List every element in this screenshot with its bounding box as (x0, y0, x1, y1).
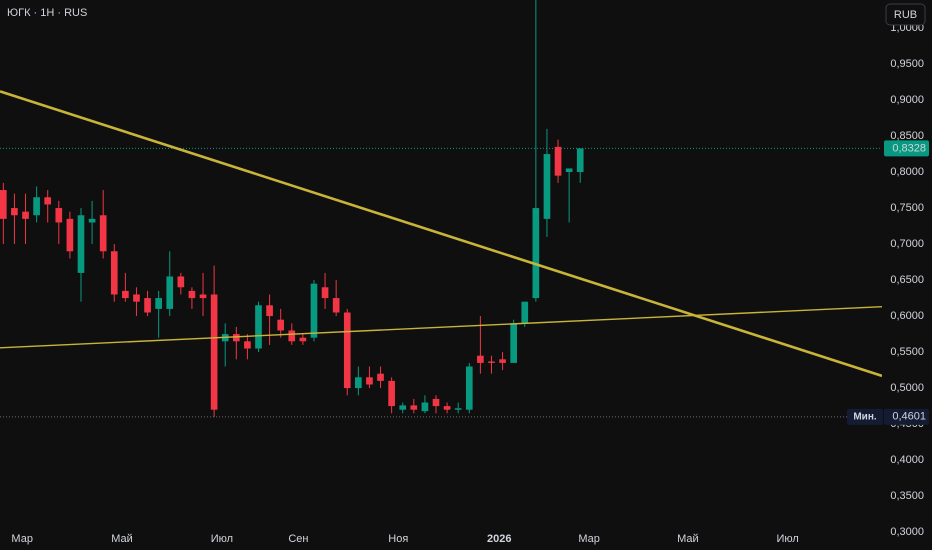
candle-body (299, 337, 307, 342)
candle-body (399, 405, 407, 410)
candle-body (144, 298, 151, 313)
candle-body (11, 208, 18, 216)
candle-body (155, 298, 162, 309)
candle-body (166, 276, 174, 309)
candle-body (199, 294, 207, 299)
y-tick-label: 0,3500 (890, 490, 924, 502)
candle-body (55, 208, 63, 223)
x-tick-label: Мар (578, 533, 600, 545)
candle-body (77, 215, 85, 273)
candle-body (355, 377, 362, 389)
candle-body (554, 146, 562, 176)
candle-body (266, 305, 273, 317)
candle-body (177, 276, 185, 288)
x-tick-label: Мар (11, 533, 33, 545)
candle-body (277, 319, 285, 331)
x-tick-label: Июл (777, 533, 799, 545)
candle-body (510, 323, 517, 363)
x-tick-label: Май (677, 533, 699, 545)
candle-body (321, 287, 329, 299)
candle-body (388, 380, 395, 407)
candle-body (532, 208, 540, 299)
y-tick-label: 0,9500 (890, 58, 924, 70)
min-name-box (847, 408, 883, 425)
last-price-label: 0,8328 (892, 142, 926, 154)
x-tick-label: Май (111, 533, 133, 545)
symbol-title: ЮГК · 1Н · RUS (7, 7, 87, 19)
candle-body (66, 218, 74, 252)
y-tick-label: 0,7000 (890, 238, 924, 250)
candle-body (543, 154, 551, 219)
candle-body (0, 190, 7, 219)
trendline (0, 90, 882, 378)
candle-body (210, 294, 218, 410)
y-tick-label: 0,4000 (890, 454, 924, 466)
min-name-label: Мин. (853, 411, 877, 422)
candle-body (88, 218, 96, 223)
candle-body (310, 283, 318, 338)
candle-body (565, 168, 573, 173)
y-tick-label: 0,3000 (890, 526, 924, 538)
candle-body (133, 294, 140, 302)
min-price-label: 0,4601 (892, 411, 926, 423)
candle-body (232, 334, 240, 342)
candle-body (122, 290, 129, 299)
candle-body (443, 406, 451, 410)
candle-body (110, 251, 118, 295)
currency-label[interactable]: RUB (894, 9, 917, 21)
candle-body (454, 408, 462, 410)
plot-area (0, 0, 882, 418)
candle-body (576, 148, 584, 173)
x-tick-label: Ноя (388, 533, 408, 545)
y-tick-label: 0,6000 (890, 310, 924, 322)
axes: 0,30000,35000,40000,45000,50000,55000,60… (11, 22, 929, 545)
y-tick-label: 0,5500 (890, 346, 924, 358)
candle-body (22, 211, 29, 219)
y-tick-label: 0,5000 (890, 382, 924, 394)
candle-body (288, 330, 296, 342)
y-tick-label: 0,8000 (890, 166, 924, 178)
candle-body (410, 405, 418, 410)
candle-body (33, 197, 40, 216)
candle-body (521, 301, 529, 324)
candle-body (421, 402, 429, 412)
candle-body (99, 215, 107, 252)
candle-body (465, 366, 473, 410)
candle-body (188, 290, 196, 299)
x-tick-label: 2026 (487, 533, 511, 545)
x-tick-label: Июл (211, 533, 233, 545)
candle-body (499, 359, 506, 363)
candle-body (332, 298, 340, 313)
min-price-box (884, 408, 929, 425)
candle-body (244, 341, 251, 349)
last-price-box (884, 140, 929, 157)
trendline (0, 306, 882, 349)
candle-body (432, 398, 440, 407)
x-tick-label: Сен (288, 533, 308, 545)
candle-body (343, 312, 351, 389)
currency-button[interactable] (885, 3, 926, 26)
candle-body (477, 355, 484, 363)
y-tick-label: 0,7500 (890, 202, 924, 214)
y-tick-label: 0,9000 (890, 94, 924, 106)
candle-body (488, 361, 495, 363)
candle-body (377, 373, 384, 381)
y-tick-label: 0,8500 (890, 130, 924, 142)
candle-body (44, 197, 52, 205)
candle-body (255, 305, 262, 349)
y-tick-label: 0,6500 (890, 274, 924, 286)
candle-body (366, 377, 373, 385)
